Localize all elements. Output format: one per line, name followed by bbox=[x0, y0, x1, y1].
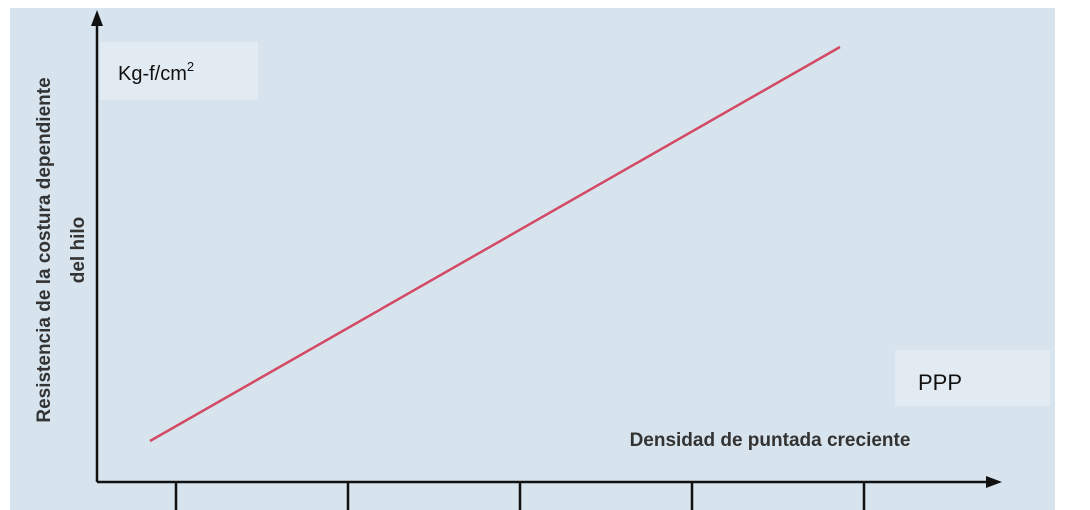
annotation: PPP bbox=[918, 370, 962, 395]
trend-line bbox=[149, 45, 841, 443]
y-axis-label: Resistencia de la costura dependiente bbox=[34, 77, 55, 422]
unit-box bbox=[100, 42, 258, 100]
x-axis-label: Densidad de puntada creciente bbox=[630, 430, 911, 451]
y-axis-label: del hilo bbox=[68, 217, 89, 284]
unit-label: Kg-f/cm2 bbox=[118, 59, 194, 85]
y-axis-arrow bbox=[91, 10, 103, 26]
unit-sup: 2 bbox=[187, 59, 194, 74]
x-axis-arrow bbox=[986, 476, 1002, 488]
annotation-box bbox=[895, 350, 1050, 406]
unit-base: Kg-f/cm bbox=[118, 63, 187, 85]
